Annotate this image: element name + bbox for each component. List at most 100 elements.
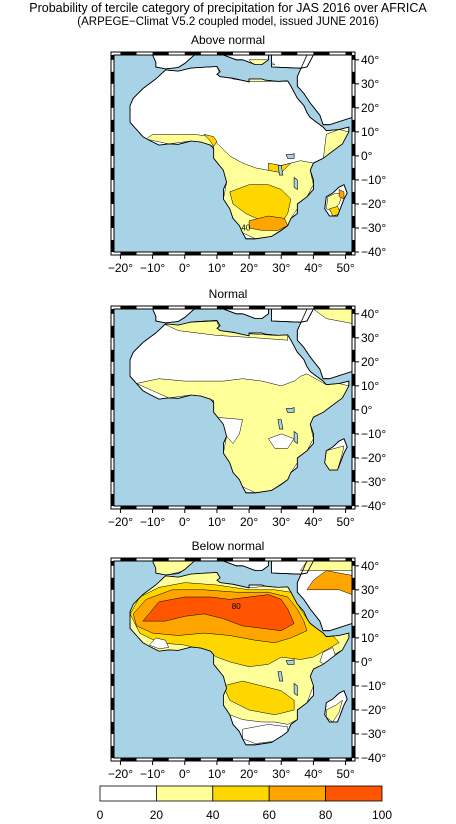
probability-contour	[223, 680, 295, 716]
x-tick-label: 30°	[272, 261, 290, 275]
probability-contour	[300, 561, 352, 571]
lake	[277, 671, 284, 682]
x-tick-label: 0°	[179, 767, 191, 781]
x-tick-label: 50°	[336, 261, 354, 275]
y-axis-labels: 40° 30° 20° 10° 0° −10° −20° −30° −40°	[355, 53, 386, 259]
coastline	[296, 561, 352, 632]
x-tick-label: 10°	[208, 767, 226, 781]
lake	[277, 419, 284, 430]
y-tick-label: 10°	[361, 125, 379, 139]
y-tick-label: 20°	[361, 355, 379, 369]
x-tick-label: −10°	[140, 261, 165, 275]
panel-title-above-normal: Above normal	[190, 33, 266, 47]
x-tick-label: 20°	[240, 515, 258, 529]
y-tick-label: 20°	[361, 607, 379, 621]
coastline	[129, 572, 350, 746]
map-frame	[110, 305, 356, 510]
x-tick-label: 50°	[336, 767, 354, 781]
contour-label: 80	[232, 602, 241, 611]
y-tick-label: −30°	[361, 221, 386, 235]
colorbar-swatch	[155, 785, 214, 802]
lake	[277, 165, 284, 176]
x-tick-label: −10°	[140, 515, 165, 529]
x-tick-label: −20°	[108, 767, 133, 781]
colorbar-tick-label: 0	[97, 808, 104, 822]
colorbar-swatch	[268, 785, 327, 802]
colorbar-swatch	[325, 785, 383, 802]
x-axis-labels: −20° −10° 0° 10° 20° 30° 40° 50°	[108, 255, 355, 275]
x-tick-label: 20°	[240, 767, 258, 781]
colorbar-tick-label: 40	[206, 808, 220, 822]
colorbar-tick-label: 20	[150, 808, 164, 822]
lake	[285, 153, 295, 159]
colorbar-swatch	[212, 785, 270, 802]
x-tick-label: 40°	[304, 767, 322, 781]
contour-label: 40	[241, 223, 250, 232]
colorbar-swatch	[99, 785, 157, 802]
y-tick-label: 20°	[361, 101, 379, 115]
x-tick-label: 0°	[179, 515, 191, 529]
y-tick-label: −30°	[361, 475, 386, 489]
probability-contour	[312, 309, 352, 324]
x-tick-label: 40°	[304, 515, 322, 529]
x-tick-label: 20°	[240, 261, 258, 275]
map-panel-above-normal: 40 −20° −10° 0° 10° 20° 30° 40° 50° 40° 30° 20° 10° 0…	[108, 51, 386, 275]
y-tick-label: −40°	[361, 751, 386, 765]
y-tick-label: 40°	[361, 53, 379, 67]
lake	[285, 407, 295, 413]
figure-subtitle: (ARPEGE−Climat V5.2 coupled model, issue…	[77, 16, 379, 28]
colorbar-tick-label: 60	[263, 808, 277, 822]
x-tick-label: 50°	[336, 515, 354, 529]
probability-contour	[248, 215, 289, 231]
coastline	[324, 690, 348, 723]
y-tick-label: −20°	[361, 451, 386, 465]
coastline	[152, 309, 269, 324]
probability-contour	[306, 570, 352, 595]
coastline	[152, 561, 269, 576]
lake	[293, 176, 298, 191]
map-panel-below-normal: 80 −20° −10° 0° 10° 20° 30° 40° 50° 40° 30° 20° 10° 0…	[108, 557, 386, 781]
x-tick-label: −20°	[108, 261, 133, 275]
y-tick-label: −20°	[361, 197, 386, 211]
y-axis-labels: 40° 30° 20° 10° 0° −10° −20° −30° −40°	[355, 307, 386, 513]
y-tick-label: 40°	[361, 559, 379, 573]
y-tick-label: −10°	[361, 427, 386, 441]
x-tick-label: 0°	[179, 261, 191, 275]
y-tick-label: 10°	[361, 631, 379, 645]
coastline	[271, 55, 314, 69]
y-tick-label: 40°	[361, 307, 379, 321]
colorbar-tick-label: 100	[372, 808, 392, 822]
y-tick-label: 0°	[361, 403, 373, 417]
y-tick-label: 0°	[361, 149, 373, 163]
probability-contour	[268, 433, 295, 449]
coastline	[296, 55, 352, 126]
panel-title-normal: Normal	[208, 287, 248, 301]
probability-colorbar: 0 20 40 60 80 100	[97, 785, 392, 822]
colorbar-tick-label: 80	[319, 808, 333, 822]
lake	[293, 682, 298, 697]
map-panel-normal: −20° −10° 0° 10° 20° 30° 40° 50°40°30°20°10°0°−…	[108, 305, 386, 529]
coastline	[324, 184, 348, 217]
coastline	[271, 561, 314, 575]
panel-title-below-normal: Below normal	[191, 539, 265, 553]
y-tick-label: 30°	[361, 331, 379, 345]
y-tick-label: 30°	[361, 583, 379, 597]
probability-contour	[242, 724, 288, 744]
probability-contour	[203, 133, 218, 147]
y-tick-label: −20°	[361, 703, 386, 717]
x-tick-label: −20°	[108, 515, 133, 529]
x-tick-label: 10°	[208, 515, 226, 529]
y-tick-label: −10°	[361, 679, 386, 693]
x-axis-labels: −20° −10° 0° 10° 20° 30° 40° 50°	[108, 509, 355, 529]
coastline	[271, 309, 314, 323]
y-tick-label: 0°	[361, 655, 373, 669]
figure-title: Probability of tercile category of preci…	[29, 1, 427, 15]
coastline	[296, 309, 352, 380]
y-tick-label: 10°	[361, 379, 379, 393]
coastline	[129, 320, 350, 494]
x-tick-label: −10°	[140, 767, 165, 781]
coastline	[129, 66, 350, 240]
y-tick-label: −10°	[361, 173, 386, 187]
probability-contour	[229, 184, 292, 224]
x-axis-labels: −20° −10° 0° 10° 20° 30° 40° 50°	[108, 761, 355, 781]
